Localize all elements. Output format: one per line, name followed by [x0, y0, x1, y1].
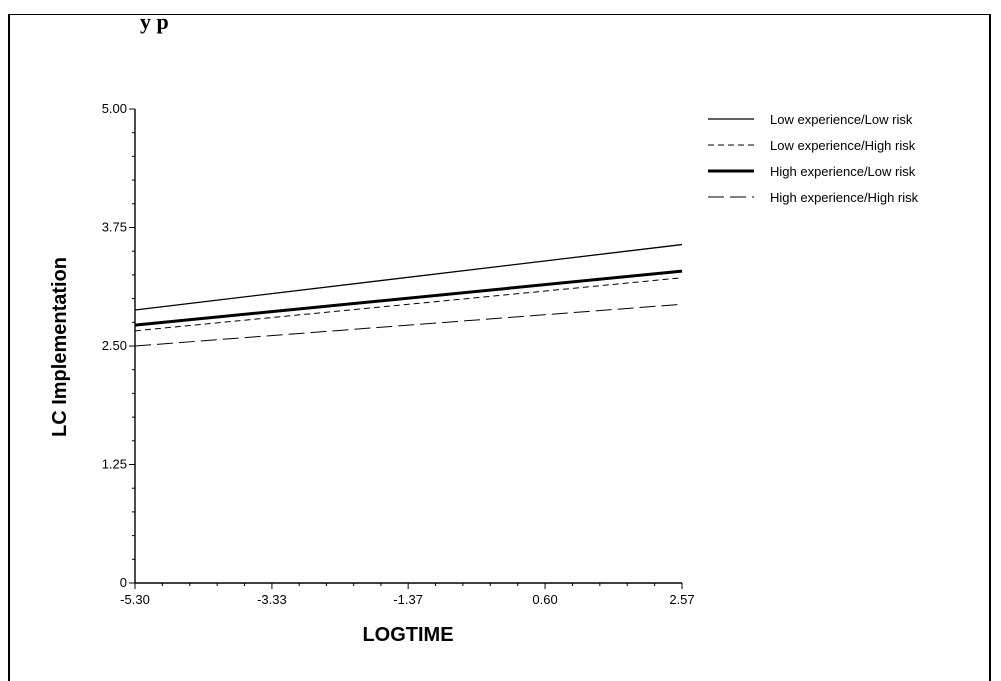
- x-tick-label: -1.37: [393, 592, 423, 607]
- series-lines: [134, 243, 683, 347]
- y-tick-label: 0: [120, 575, 127, 590]
- x-tick-label: -5.30: [120, 592, 150, 607]
- series-line-2: [134, 277, 683, 332]
- x-axis-title: LOGTIME: [362, 624, 453, 646]
- axes: 0 1.25 2.50 3.75 5.00 -5.30 -3.33 -1.37 0.60 2.57: [102, 101, 695, 607]
- y-tick-label: 2.50: [102, 338, 127, 353]
- y-tick-label: 5.00: [102, 101, 127, 116]
- series-line-1: [134, 243, 683, 311]
- legend-label-2: Low experience/High risk: [770, 138, 916, 153]
- y-tick-label: 1.25: [102, 457, 127, 472]
- chart-frame: y p: [8, 9, 991, 681]
- legend: Low experience/Low risk Low experience/Hi…: [708, 112, 919, 205]
- y-axis-title: LC Implementation: [49, 257, 71, 437]
- series-line-4: [134, 303, 683, 347]
- y-tick-label: 3.75: [102, 220, 127, 235]
- x-tick-label: 2.57: [669, 592, 694, 607]
- page-title-fragment: y p: [140, 9, 169, 34]
- x-tick-label: -3.33: [257, 592, 287, 607]
- legend-label-4: High experience/High risk: [770, 190, 919, 205]
- series-line-3: [134, 269, 683, 327]
- legend-label-1: Low experience/Low risk: [770, 112, 913, 127]
- legend-label-3: High experience/Low risk: [770, 164, 916, 179]
- x-tick-label: 0.60: [532, 592, 557, 607]
